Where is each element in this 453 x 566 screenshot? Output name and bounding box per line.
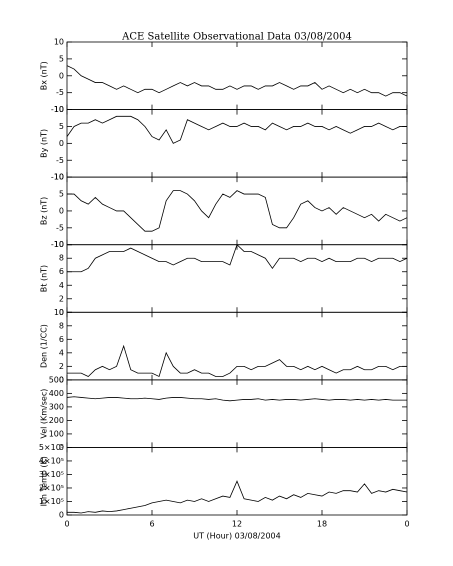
y-tick-label: -10 xyxy=(51,105,64,114)
data-line xyxy=(66,65,408,97)
y-tick-label: 10 xyxy=(54,173,64,182)
y-tick-label: 4×10⁵ xyxy=(39,456,64,465)
y-axis-label: Bt (nT) xyxy=(40,265,49,292)
y-tick-label: 100 xyxy=(49,429,64,438)
y-tick-label: 4 xyxy=(59,281,64,290)
y-tick-label: 1×10⁵ xyxy=(39,497,64,506)
panel-frame xyxy=(66,244,408,313)
panel-frame xyxy=(66,41,408,110)
y-tick-label: 500 xyxy=(49,375,64,384)
panel-frame xyxy=(66,379,408,448)
data-line xyxy=(67,480,408,514)
y-axis-label: Vel (Km/sec) xyxy=(40,389,49,439)
y-tick-label: 400 xyxy=(49,389,64,398)
y-axis-label: Bx (nT) xyxy=(40,61,49,90)
x-tick-label: 18 xyxy=(317,520,327,529)
y-tick-label: 5×10⁵ xyxy=(39,443,64,452)
y-tick-label: 8 xyxy=(59,254,64,263)
y-tick-label: 8 xyxy=(59,321,64,330)
y-tick-label: 0 xyxy=(59,139,64,148)
y-tick-label: 0 xyxy=(59,443,64,452)
y-tick-label: 300 xyxy=(49,402,64,411)
y-tick-label: 10 xyxy=(54,105,64,114)
y-tick-label: 2 xyxy=(59,362,64,371)
x-axis-label: UT (Hour) 03/08/2004 xyxy=(193,532,280,541)
chart-title: ACE Satellite Observational Data 03/08/2… xyxy=(121,32,352,43)
data-line xyxy=(67,243,408,273)
y-tick-label: 0 xyxy=(59,206,64,215)
y-tick-label: 6 xyxy=(59,267,64,276)
y-axis-label: Den (1/CC) xyxy=(40,324,49,368)
x-tick-label: 6 xyxy=(149,520,154,529)
y-tick-label: -5 xyxy=(56,88,64,97)
x-tick-label: 0 xyxy=(404,520,409,529)
data-line xyxy=(66,115,407,144)
data-line xyxy=(67,190,408,232)
y-tick-label: -10 xyxy=(51,173,64,182)
y-tick-label: -5 xyxy=(56,223,64,232)
y-tick-label: 0 xyxy=(59,308,64,317)
y-tick-label: 3×10⁵ xyxy=(39,470,64,479)
panel-frame xyxy=(66,109,408,178)
x-tick-label: 12 xyxy=(232,520,242,529)
panel-frame xyxy=(66,311,408,381)
y-axis-label: Bz (nT) xyxy=(40,197,49,225)
y-axis-label: Ion Temp (K) xyxy=(40,456,49,506)
x-tick-label: 0 xyxy=(64,520,69,529)
y-tick-label: -5 xyxy=(56,156,64,165)
y-tick-label: 10 xyxy=(54,240,64,249)
y-tick-label: 5 xyxy=(59,54,64,63)
y-tick-label: 2 xyxy=(59,294,64,303)
y-tick-label: 4 xyxy=(59,348,64,357)
y-tick-label: 0 xyxy=(59,71,64,80)
y-tick-label: 10 xyxy=(54,308,64,317)
y-tick-label: 200 xyxy=(49,416,64,425)
y-axis-label: By (nT) xyxy=(40,129,49,158)
y-tick-label: 0 xyxy=(59,511,64,520)
y-tick-label: -10 xyxy=(51,240,64,249)
y-tick-label: 5 xyxy=(59,122,64,131)
y-tick-label: 2×10⁵ xyxy=(39,483,64,492)
y-tick-label: 0 xyxy=(59,375,64,384)
data-line xyxy=(66,396,407,402)
y-tick-label: 10 xyxy=(54,38,64,47)
y-tick-label: 6 xyxy=(59,335,64,344)
y-tick-label: 5 xyxy=(59,190,64,199)
data-line xyxy=(67,344,407,378)
